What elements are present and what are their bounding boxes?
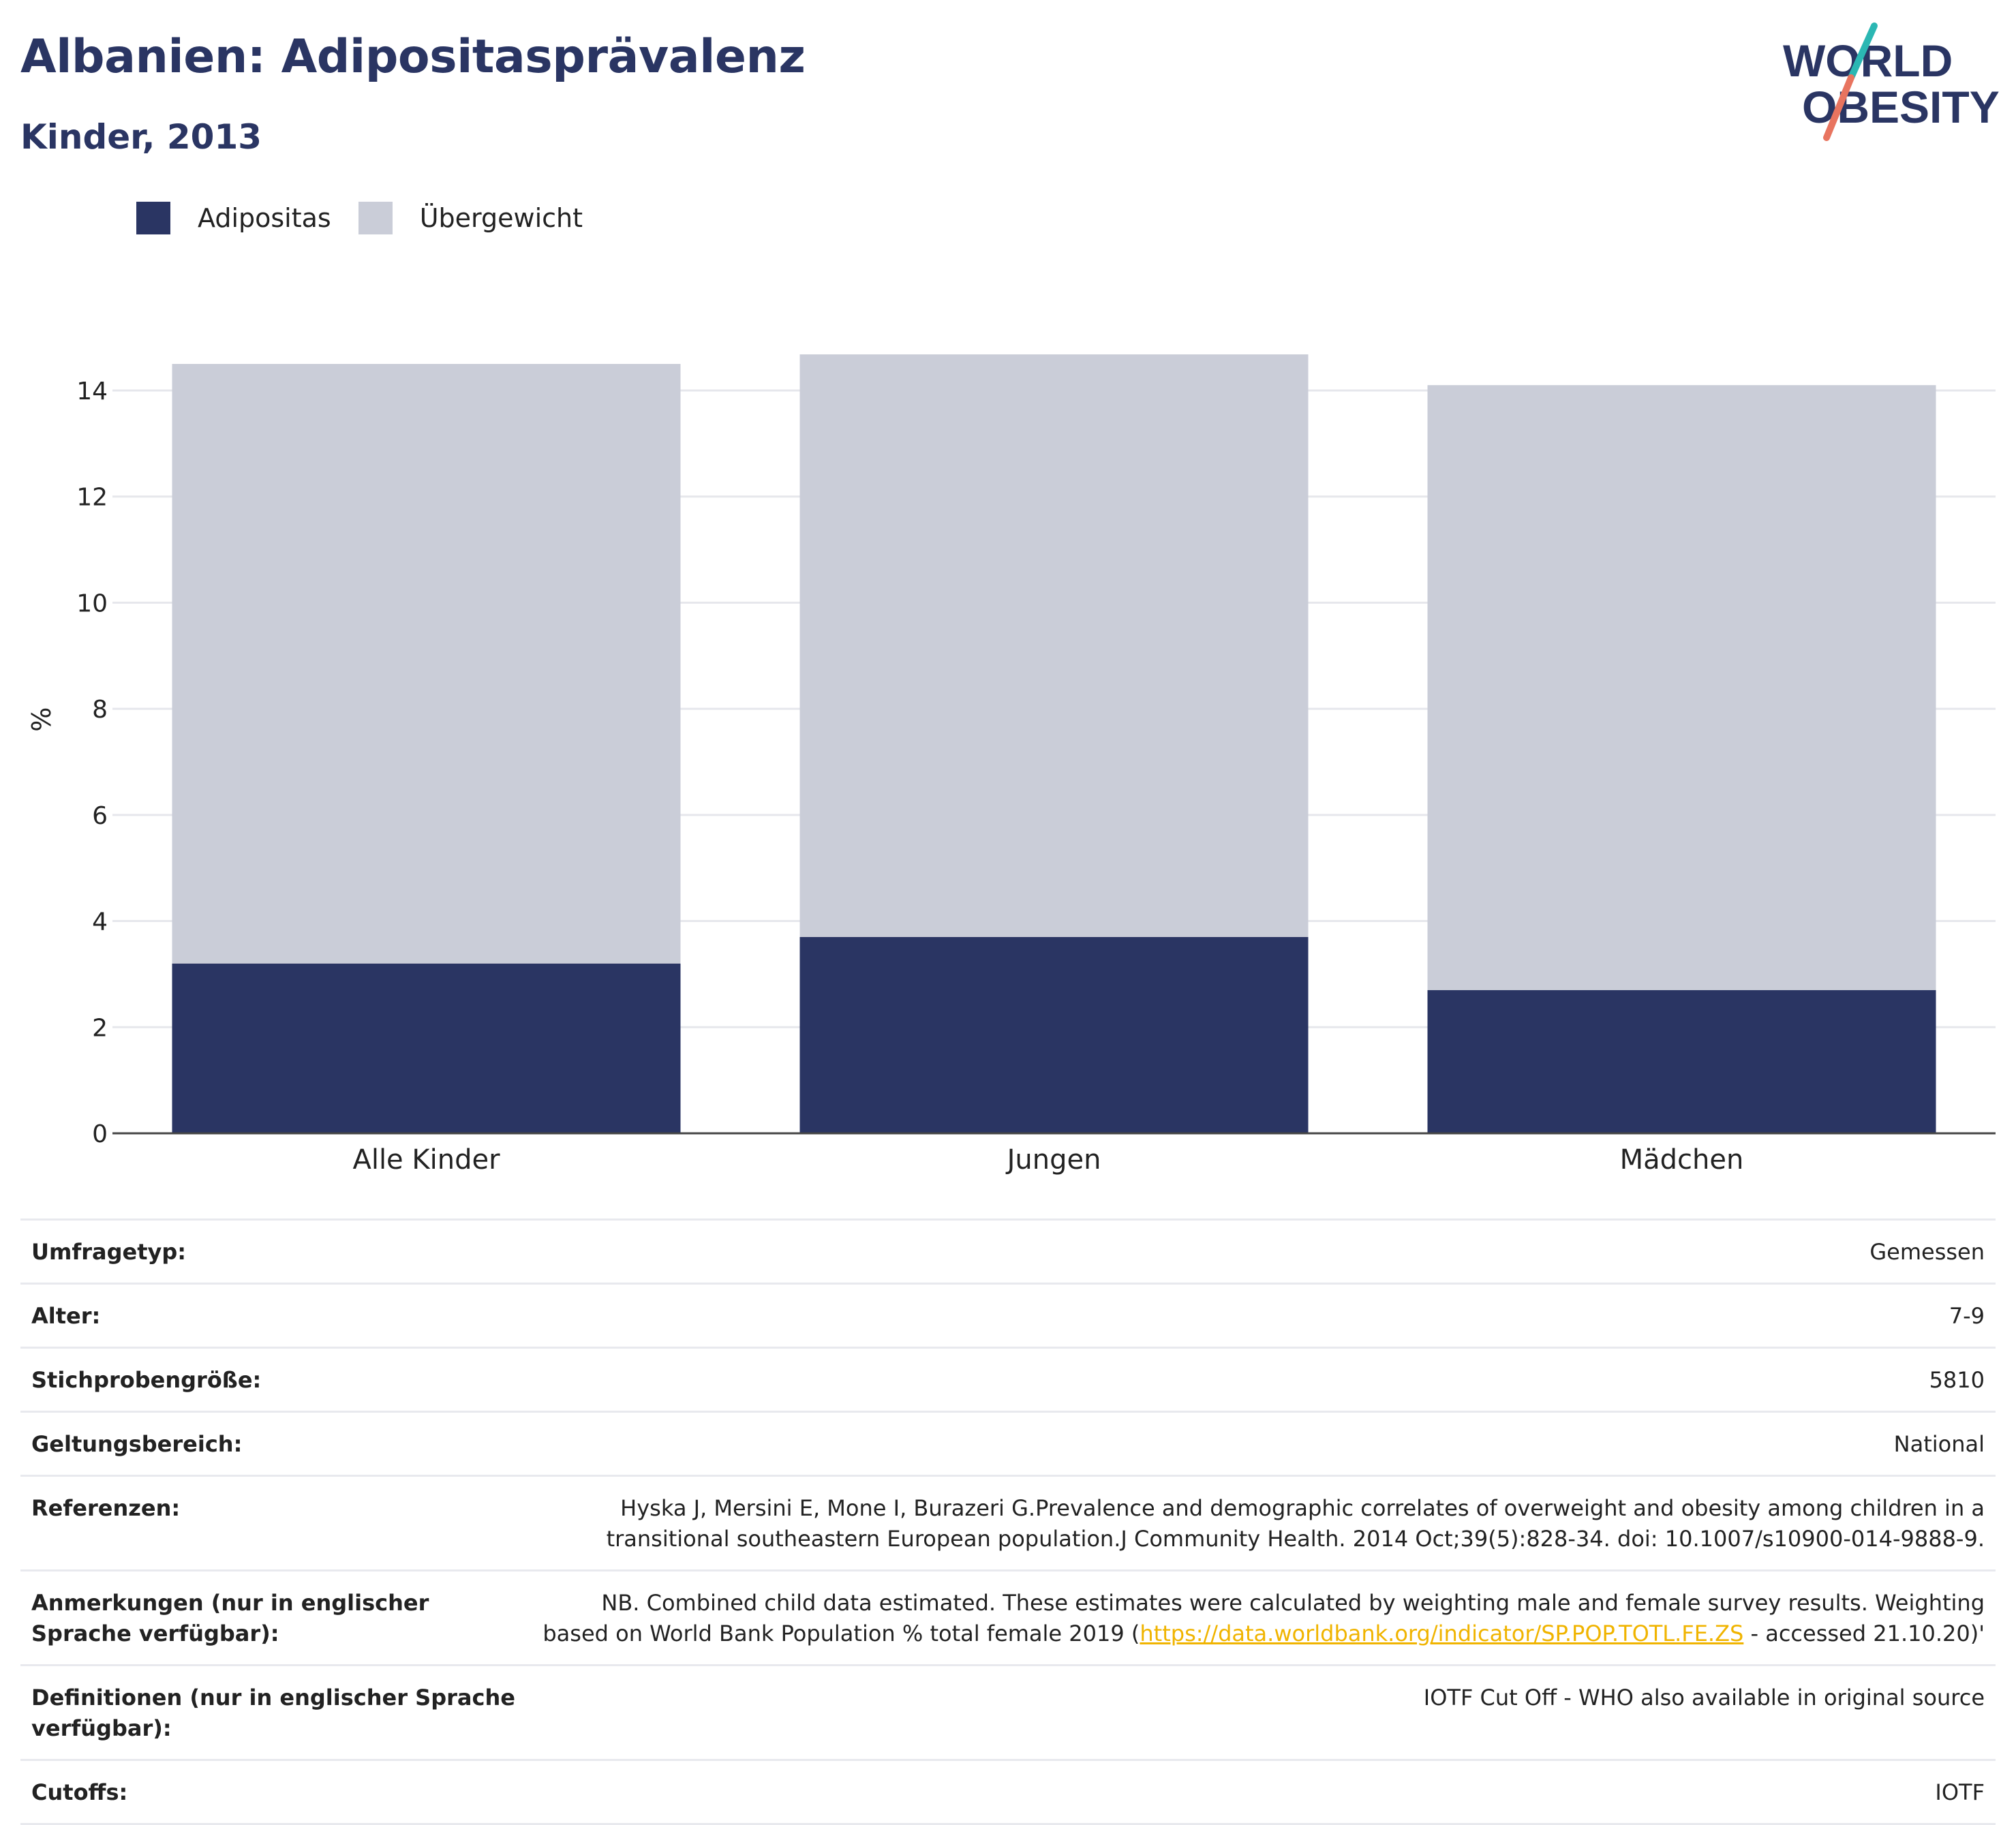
legend-item-adipositas[interactable]: Adipositas	[136, 202, 331, 234]
bar-adipositas-0	[172, 963, 681, 1133]
x-tick-label: Jungen	[1005, 1144, 1101, 1176]
info-label: Anmerkungen (nur in englischer Sprache v…	[31, 1590, 429, 1646]
page-subtitle: Kinder, 2013	[20, 117, 262, 157]
worldbank-link[interactable]: https://data.worldbank.org/indicator/SP.…	[1140, 1621, 1744, 1646]
info-value: NB. Combined child data estimated. These…	[536, 1588, 1985, 1649]
y-tick-label: 6	[92, 802, 108, 830]
legend-item-uebergewicht[interactable]: Übergewicht	[358, 202, 583, 234]
y-axis-label: %	[27, 707, 57, 732]
info-value: Gemessen	[1869, 1239, 1985, 1265]
info-label: Alter:	[31, 1303, 101, 1329]
chart-legend: Adipositas Übergewicht	[136, 202, 610, 234]
info-label: Umfragetyp:	[31, 1239, 187, 1265]
legend-label-uebergewicht: Übergewicht	[419, 203, 583, 233]
info-value: National	[1893, 1431, 1985, 1457]
info-value: IOTF Cut Off - WHO also available in ori…	[1423, 1685, 1985, 1711]
info-label: Stichprobengröße:	[31, 1367, 262, 1393]
bar-uebergewicht-2	[1427, 385, 1936, 990]
logo-slash-teal	[1848, 22, 1878, 81]
info-value: 5810	[1929, 1367, 1985, 1393]
info-label: Referenzen:	[31, 1495, 181, 1521]
bar-uebergewicht-1	[799, 354, 1309, 937]
y-tick-label: 0	[92, 1120, 108, 1148]
bar-adipositas-2	[1427, 990, 1936, 1133]
legend-swatch-adipositas	[136, 202, 170, 234]
info-row-scope: Geltungsbereich: National	[20, 1413, 1996, 1477]
world-obesity-logo: WORLD OBESITY	[1783, 22, 2000, 141]
info-row-age: Alter: 7-9	[20, 1285, 1996, 1349]
x-tick-label: Mädchen	[1620, 1144, 1744, 1176]
logo-slash-coral	[1823, 74, 1854, 141]
stacked-bar-chart: 0 2 4 6 8 10 12 14% Alle Kinder Jungen Mädchen	[27, 354, 1996, 1176]
info-value: 7-9	[1949, 1303, 1985, 1329]
legend-label-adipositas: Adipositas	[198, 203, 331, 233]
info-label: Definitionen (nur in englischer Sprache …	[31, 1685, 515, 1741]
info-row-references: Referenzen: Hyska J, Mersini E, Mone I, …	[20, 1477, 1996, 1571]
notes-text-before: NB. Combined child data estimated. These…	[543, 1590, 1985, 1646]
info-value: Hyska J, Mersini E, Mone I, Burazeri G.P…	[606, 1495, 1985, 1552]
y-tick-label: 14	[76, 378, 108, 405]
info-row-definitions: Definitionen (nur in englischer Sprache …	[20, 1666, 1996, 1761]
y-tick-label: 8	[92, 696, 108, 724]
info-row-survey-type: Umfragetyp: Gemessen	[20, 1221, 1996, 1285]
x-tick-label: Alle Kinder	[352, 1144, 500, 1176]
info-row-sample-size: Stichprobengröße: 5810	[20, 1349, 1996, 1413]
y-tick-label: 10	[76, 589, 108, 617]
y-tick-label: 12	[76, 484, 108, 512]
info-table: Umfragetyp: Gemessen Alter: 7-9 Stichpro…	[20, 1218, 1996, 1825]
legend-swatch-uebergewicht	[358, 202, 393, 234]
page-title: Albanien: Adipositasprävalenz	[20, 30, 806, 84]
info-label: Cutoffs:	[31, 1779, 128, 1805]
bar-uebergewicht-0	[172, 364, 681, 964]
notes-text-after: - accessed 21.10.20)'	[1743, 1621, 1985, 1646]
info-label: Geltungsbereich:	[31, 1431, 243, 1457]
info-row-notes: Anmerkungen (nur in englischer Sprache v…	[20, 1571, 1996, 1666]
y-tick-label: 4	[92, 908, 108, 936]
info-row-cutoffs: Cutoffs: IOTF	[20, 1761, 1996, 1825]
y-tick-label: 2	[92, 1014, 108, 1042]
info-value: IOTF	[1935, 1779, 1985, 1805]
bar-adipositas-1	[799, 936, 1309, 1133]
